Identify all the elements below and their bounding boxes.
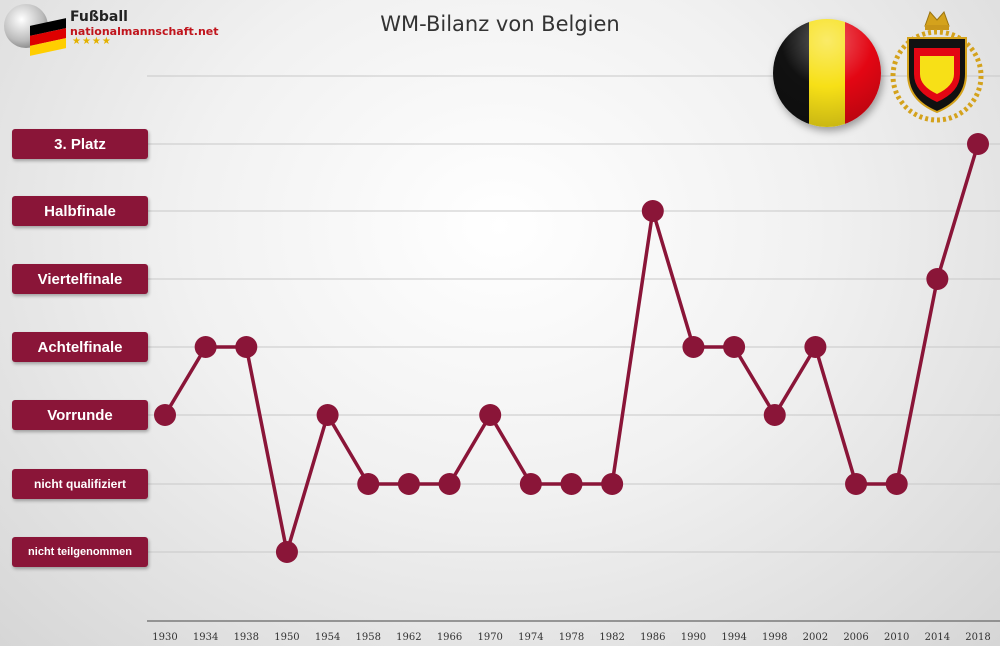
data-point [438,473,461,495]
y-level-label: Halbfinale [12,196,148,226]
data-point [479,404,502,426]
chart-gridlines [147,75,1000,553]
x-tick-label: 1962 [396,632,421,643]
x-tick-label: 1958 [356,632,381,643]
data-point [397,473,420,495]
belgium-flag-ball-icon [773,19,881,127]
x-tick-label: 1974 [518,632,543,643]
data-point [154,404,176,426]
x-tick-label: 1978 [559,632,584,643]
x-tick-label: 1950 [274,632,299,643]
data-point [926,268,949,290]
x-tick-label: 2006 [843,632,868,643]
x-tick-label: 2018 [965,632,990,643]
data-point [967,133,989,155]
data-point [723,336,746,358]
germany-flag-icon [30,18,66,56]
data-point [641,200,664,222]
y-level-label: Achtelfinale [12,332,148,362]
y-level-label: Vorrunde [12,400,148,430]
x-tick-label: 1938 [234,632,259,643]
site-logo[interactable]: Fußball nationalmannschaft.net ★★★★ [4,4,224,56]
x-tick-label: 1986 [640,632,665,643]
x-axis-tick-labels: 1930 1934 1938 1950 1954 1958 1962 1966 1970 1974… [152,632,990,643]
logo-site: nationalmannschaft.net [70,25,219,38]
data-point [560,473,583,495]
x-tick-label: 1998 [762,632,787,643]
x-tick-label: 2002 [803,632,828,643]
logo-stars: ★★★★ [72,36,112,47]
y-level-label: Viertelfinale [12,264,148,294]
x-tick-label: 1954 [315,632,340,643]
data-point [804,336,827,358]
x-tick-label: 1934 [193,632,218,643]
data-point [316,404,339,426]
data-point [763,404,786,426]
y-level-label: nicht qualifiziert [12,469,148,499]
data-point [682,336,705,358]
logo-brand: Fußball [70,9,128,25]
rbfa-crest-icon [890,11,984,123]
data-point [519,473,542,495]
data-point [885,473,908,495]
x-tick-label: 1970 [477,632,502,643]
data-point [357,473,380,495]
data-point [235,336,258,358]
y-level-label: nicht teilgenommen [12,537,148,567]
x-tick-label: 1966 [437,632,462,643]
data-points [154,133,989,563]
x-tick-label: 1982 [599,632,624,643]
x-tick-label: 1994 [721,632,746,643]
data-point [845,473,868,495]
x-tick-label: 2014 [925,632,950,643]
chart-title: WM-Bilanz von Belgien [380,12,620,36]
x-tick-label: 1930 [152,632,177,643]
data-point [275,541,298,563]
y-level-label: 3. Platz [12,129,148,159]
data-point [601,473,624,495]
x-tick-label: 1990 [681,632,706,643]
data-point [194,336,217,358]
x-tick-label: 2010 [884,632,909,643]
